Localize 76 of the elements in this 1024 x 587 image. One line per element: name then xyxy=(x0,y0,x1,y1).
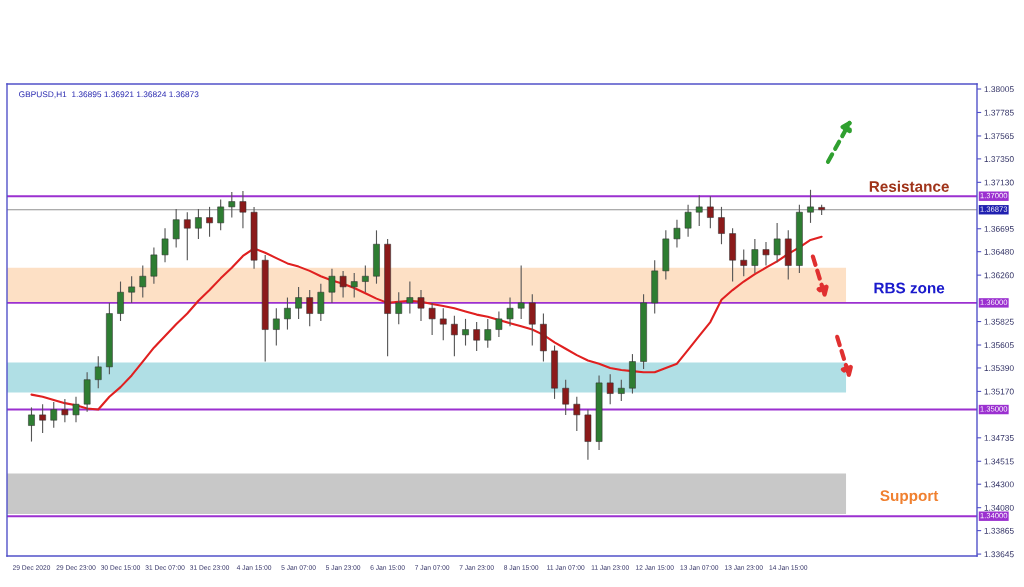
text: RBS zone xyxy=(874,282,945,294)
candlestick xyxy=(295,286,302,320)
y-tick-label: 1.36260 xyxy=(984,272,1014,279)
candlestick xyxy=(395,291,403,325)
y-tick-label: 1.34735 xyxy=(984,435,1014,441)
y-tick-label: 1.36480 xyxy=(984,248,1014,255)
candlestick xyxy=(61,398,69,423)
y-tick-label: 1.33645 xyxy=(984,551,1014,558)
candlestick xyxy=(284,296,291,331)
candlestick xyxy=(751,238,759,274)
candlestick xyxy=(773,222,781,263)
y-tick-label: 1.33865 xyxy=(984,527,1014,534)
candlestick xyxy=(139,264,147,299)
y-tick-label: 1.34300 xyxy=(984,481,1014,488)
candlestick xyxy=(350,272,358,299)
candlestick xyxy=(306,289,314,327)
candlestick xyxy=(406,280,414,315)
text: Support xyxy=(880,490,939,505)
candlestick xyxy=(217,198,225,231)
candlestick xyxy=(206,206,213,238)
candlestick xyxy=(272,307,280,347)
candlestick xyxy=(28,406,35,443)
candlestick xyxy=(451,315,458,357)
candlestick xyxy=(562,379,570,416)
candlestick xyxy=(50,401,58,429)
candlestick xyxy=(128,275,135,304)
candlestick xyxy=(195,208,202,240)
candlestick xyxy=(150,246,158,285)
candlestick xyxy=(495,310,503,338)
candlestick xyxy=(684,204,692,238)
y-tick-label: 1.35390 xyxy=(984,365,1014,372)
candlestick xyxy=(72,396,80,423)
candlestick xyxy=(484,318,492,349)
candlestick xyxy=(506,296,514,327)
y-tick-label: 1.37350 xyxy=(984,156,1014,162)
candlestick xyxy=(439,307,447,341)
candlestick xyxy=(417,289,425,322)
candlestick xyxy=(183,211,191,261)
candlestick xyxy=(362,264,369,293)
candlestick xyxy=(606,373,614,405)
candlestick xyxy=(239,190,247,229)
candlestick xyxy=(172,208,180,248)
text: Resistance xyxy=(869,180,949,192)
candlestick xyxy=(762,241,770,267)
candlestick xyxy=(807,189,814,224)
candlestick xyxy=(39,403,46,434)
candlestick xyxy=(718,206,725,245)
y-tick-label: 1.35825 xyxy=(984,318,1014,325)
y-tick-label: 1.36695 xyxy=(984,225,1014,232)
y-tick-label: 1.37565 xyxy=(984,133,1014,140)
candlestick xyxy=(695,194,703,227)
y-tick-label: 1.35170 xyxy=(984,388,1014,395)
candlestick xyxy=(740,248,748,277)
candlestick xyxy=(617,379,625,402)
y-tick-label: 1.37785 xyxy=(984,109,1014,116)
candlestick xyxy=(573,396,581,432)
y-tick-label: 1.34080 xyxy=(984,504,1014,511)
candlestick xyxy=(94,355,102,389)
candlestick xyxy=(673,219,681,248)
candlestick xyxy=(117,280,124,322)
candlestick xyxy=(228,191,236,219)
y-tick-label: 1.37130 xyxy=(984,179,1014,186)
y-tick-label: 1.35605 xyxy=(984,342,1014,349)
candlestick xyxy=(317,283,325,322)
candlestick xyxy=(428,302,436,336)
candlestick xyxy=(473,321,480,352)
candlestick xyxy=(462,318,469,347)
y-tick-label: 1.34515 xyxy=(984,458,1014,465)
y-tick-label: 1.38005 xyxy=(984,86,1014,93)
candlestick xyxy=(339,270,347,299)
candlestick xyxy=(528,293,536,347)
candlestick xyxy=(328,268,336,304)
candlestick xyxy=(707,195,714,229)
candlestick xyxy=(161,227,169,263)
text: GBPUSD,H1 1.36895 1.36921 1.36824 1.36873 xyxy=(19,91,199,99)
candlestick xyxy=(517,264,525,320)
